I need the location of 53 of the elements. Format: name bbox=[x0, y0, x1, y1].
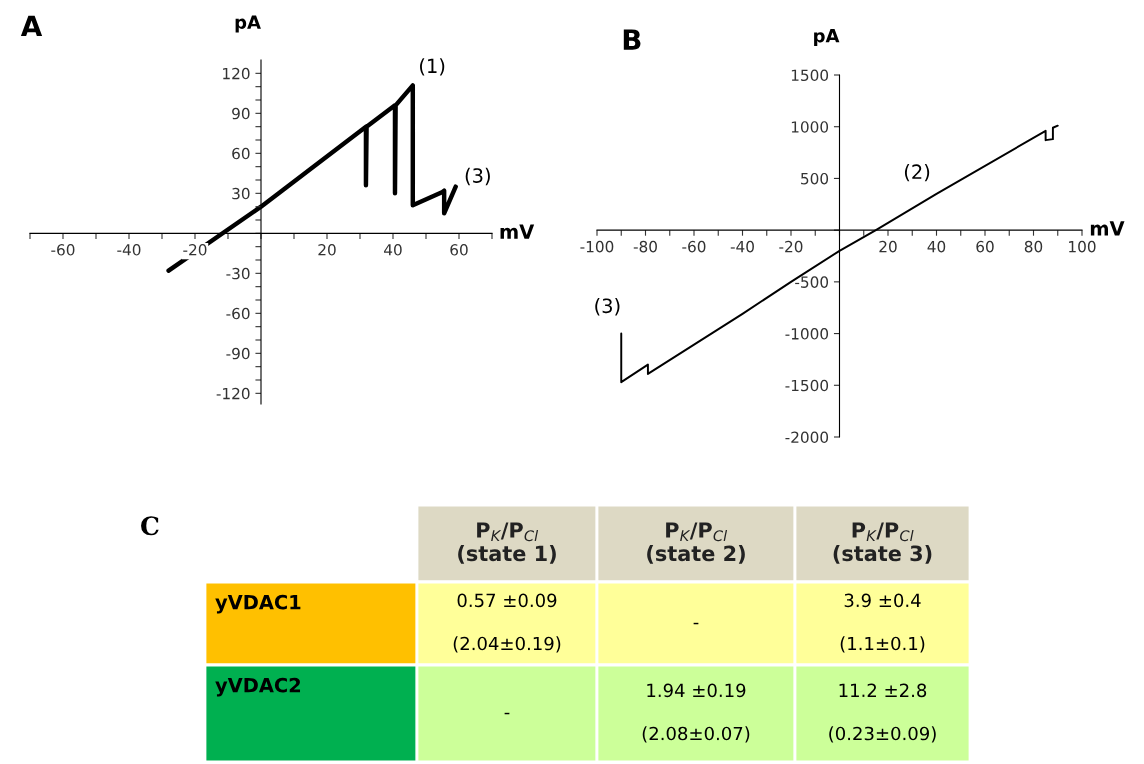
x-tick-label: -40 bbox=[730, 240, 754, 253]
text: - bbox=[693, 622, 699, 625]
y-tick-label: 1000 bbox=[791, 121, 829, 133]
y-axis-title: pA bbox=[814, 29, 840, 47]
x-tick-label: 20 bbox=[318, 244, 336, 256]
text: yVDAC1 bbox=[215, 594, 301, 614]
y-axis-title: pA bbox=[235, 15, 261, 33]
annotation: (3) bbox=[595, 298, 620, 316]
annotation: (1) bbox=[420, 58, 445, 76]
y-tick-label: -2000 bbox=[785, 431, 829, 444]
x-axis-title: mV bbox=[500, 224, 535, 239]
y-tick-label: 30 bbox=[232, 187, 250, 200]
x-tick-label: 40 bbox=[927, 240, 946, 253]
text: yVDAC2 bbox=[215, 677, 301, 697]
x-tick-label: 80 bbox=[1024, 240, 1043, 253]
text: 11.2 ±2.8 (0.23±0.09) bbox=[829, 683, 936, 743]
y-tick-label: 60 bbox=[232, 147, 250, 160]
y-tick-label: 90 bbox=[232, 107, 250, 120]
text: 1.94 ±0.19 (2.08±0.07) bbox=[642, 683, 750, 743]
text: 0.57 ±0.09 (2.04±0.19) bbox=[453, 593, 561, 653]
y-tick-label: 500 bbox=[801, 172, 829, 185]
chart-title: A bbox=[20, 15, 43, 36]
y-tick-label: -1500 bbox=[785, 379, 829, 392]
annotation: (2) bbox=[904, 164, 930, 182]
text: P$_{K}$/P$_{Cl}$ (state 3) bbox=[833, 522, 932, 564]
y-tick-label: 120 bbox=[223, 67, 250, 80]
x-tick-label: -80 bbox=[633, 240, 657, 253]
x-tick-label: 20 bbox=[879, 240, 897, 253]
x-axis-title: mV bbox=[1090, 221, 1125, 236]
y-tick-label: -90 bbox=[226, 347, 250, 360]
x-tick-label: 60 bbox=[976, 240, 994, 253]
x-tick-label: 40 bbox=[384, 244, 402, 256]
y-tick-label: -120 bbox=[216, 387, 250, 400]
y-tick-label: 1500 bbox=[791, 69, 829, 82]
x-tick-label: 60 bbox=[450, 244, 468, 256]
annotation: (3) bbox=[465, 167, 490, 186]
y-tick-label: -60 bbox=[226, 307, 250, 320]
x-tick-label: -40 bbox=[117, 244, 141, 256]
text: 3.9 ±0.4 (1.1±0.1) bbox=[840, 593, 925, 653]
x-tick-label: -20 bbox=[183, 244, 207, 256]
x-tick-label: -100 bbox=[580, 240, 614, 253]
x-tick-label: 100 bbox=[1069, 240, 1096, 253]
y-tick-label: -30 bbox=[226, 267, 250, 280]
text: P$_{K}$/P$_{Cl}$ (state 1) bbox=[458, 522, 556, 564]
y-tick-label: -500 bbox=[795, 276, 829, 288]
x-tick-label: -60 bbox=[682, 240, 706, 253]
text: P$_{K}$/P$_{Cl}$ (state 2) bbox=[647, 522, 745, 564]
y-tick-label: -1000 bbox=[785, 328, 829, 340]
chart-title: B bbox=[623, 29, 641, 50]
text: - bbox=[504, 712, 510, 715]
text: C bbox=[141, 516, 159, 536]
x-tick-label: -20 bbox=[779, 240, 803, 253]
x-tick-label: -60 bbox=[51, 244, 75, 256]
